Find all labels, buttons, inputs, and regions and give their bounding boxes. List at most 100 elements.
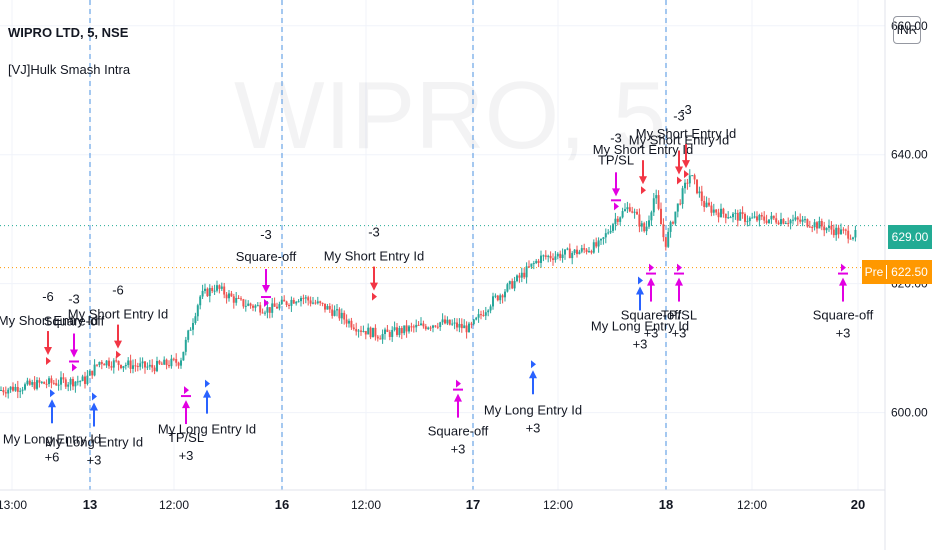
candle-body xyxy=(381,334,384,340)
candle xyxy=(364,330,367,340)
signal-exit-short[interactable]: Square-off -3 xyxy=(44,292,105,372)
candle-body xyxy=(220,286,223,289)
candle xyxy=(792,214,794,225)
candle-body xyxy=(468,323,470,333)
signal-label: My Long Entry Id xyxy=(484,402,582,417)
candle-body xyxy=(544,255,547,257)
candle-body xyxy=(340,312,343,319)
signal-short-entry[interactable]: My Short Entry Id -6 xyxy=(0,289,98,366)
candle-body xyxy=(480,314,482,316)
candle-body xyxy=(698,191,701,194)
candle-body xyxy=(439,322,442,328)
candle xyxy=(667,227,670,249)
candle xyxy=(849,234,852,240)
signal-short-entry[interactable]: My Short Entry Id -3 xyxy=(629,109,729,185)
candle xyxy=(537,258,540,268)
time-tick-label: 12:00 xyxy=(159,498,189,512)
candle-body xyxy=(21,389,24,391)
candle-body xyxy=(67,384,70,387)
candle xyxy=(734,209,737,220)
time-tick-label: 18 xyxy=(659,497,673,512)
candle-body xyxy=(204,288,206,291)
signal-long-entry[interactable]: My Long Entry Id+3 xyxy=(591,276,689,351)
candle-body xyxy=(0,390,2,392)
candle-body xyxy=(338,309,341,319)
candle xyxy=(79,380,82,387)
candle-body xyxy=(96,364,98,366)
arrow-down-icon xyxy=(262,285,270,294)
candle xyxy=(484,306,487,321)
candle xyxy=(499,293,502,305)
candle xyxy=(804,216,806,223)
candle xyxy=(338,307,341,321)
candle xyxy=(0,386,2,392)
candle-body xyxy=(242,299,245,307)
symbol-title[interactable]: WIPRO LTD, 5, NSE xyxy=(8,25,129,40)
signal-long-entry[interactable]: My Long Entry Id +6 xyxy=(3,389,101,464)
candle-body xyxy=(266,307,269,313)
candle-body xyxy=(420,323,422,326)
candle xyxy=(720,203,722,218)
candle xyxy=(523,268,526,280)
signal-long-entry[interactable]: My Long Entry Id+3 xyxy=(45,392,143,468)
candle-body xyxy=(499,295,502,301)
candle xyxy=(662,218,665,242)
candle-body xyxy=(16,386,19,392)
candle-body xyxy=(816,222,818,229)
candle xyxy=(544,250,547,260)
candle-body xyxy=(686,182,689,184)
signal-long-entry[interactable]: My Long Entry Id xyxy=(158,379,256,437)
candle xyxy=(724,213,727,224)
signal-short-entry[interactable]: My Short Entry Id xyxy=(593,142,693,195)
candle-body xyxy=(88,370,91,376)
candle-body xyxy=(429,327,432,329)
candle-body xyxy=(151,364,154,368)
candle-body xyxy=(823,226,826,231)
candle xyxy=(72,376,74,391)
candle-body xyxy=(105,360,108,366)
signal-label: My Short Entry Id xyxy=(324,249,424,264)
signal-short-entry[interactable]: My Short Entry Id -6 xyxy=(68,283,168,359)
candle xyxy=(288,303,290,310)
candle xyxy=(96,364,98,367)
candle-body xyxy=(288,304,290,306)
signal-exit-short[interactable]: TP/SL -3 xyxy=(598,130,634,211)
signal-short-entry[interactable]: My Short Entry Id -3 xyxy=(636,102,736,179)
candle-body xyxy=(760,215,763,217)
candle xyxy=(180,357,182,369)
candle-body xyxy=(165,359,168,366)
candle-body xyxy=(537,260,540,263)
candle-body xyxy=(722,208,725,214)
candle xyxy=(760,212,763,220)
candle-body xyxy=(753,216,756,218)
candle-body xyxy=(492,296,494,307)
signal-long-entry[interactable]: My Long Entry Id+3 xyxy=(484,360,582,435)
candle xyxy=(43,381,46,385)
candle-body xyxy=(585,249,588,253)
candle xyxy=(470,321,473,329)
candle xyxy=(62,373,65,383)
candle xyxy=(240,296,242,301)
study-title[interactable]: [VJ]Hulk Smash Intra xyxy=(8,62,131,77)
candle-body xyxy=(324,303,326,310)
signal-exit-long[interactable]: TP/SL +3 xyxy=(168,386,204,463)
signal-exit-long[interactable]: Square-off +3 xyxy=(813,263,874,341)
signal-exit-short[interactable]: Square-off -3 xyxy=(236,227,297,308)
candle-body xyxy=(218,285,221,289)
candle xyxy=(825,227,828,234)
currency-button[interactable]: INR xyxy=(893,16,921,44)
candle-body xyxy=(81,376,84,382)
candle xyxy=(81,374,84,382)
signal-exit-long[interactable]: TP/SL +3 xyxy=(661,263,697,341)
signal-exit-long[interactable]: Square-off +3 xyxy=(621,263,682,341)
candle xyxy=(722,207,725,218)
candle-body xyxy=(602,237,605,239)
signal-short-entry[interactable]: My Short Entry Id -3 xyxy=(324,225,424,301)
candle-body xyxy=(482,314,485,316)
signal-label: My Short Entry Id xyxy=(68,307,168,322)
candle xyxy=(727,211,730,220)
signal-exit-long[interactable]: Square-off +3 xyxy=(428,379,489,457)
candle xyxy=(458,318,461,333)
candle xyxy=(189,327,192,331)
